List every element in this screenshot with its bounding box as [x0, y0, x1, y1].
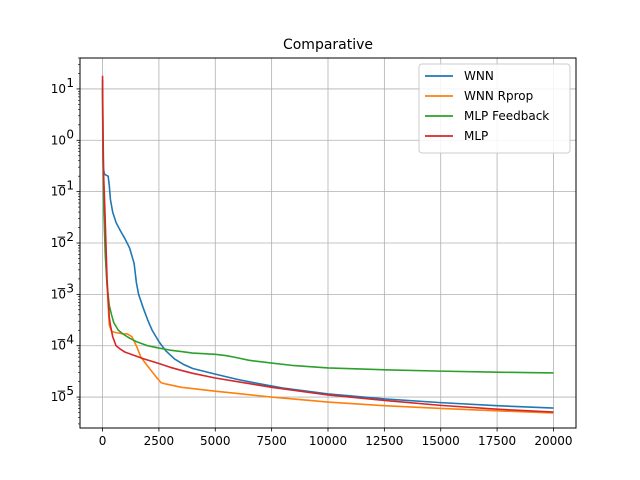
y-tick-exponent: −1 — [56, 179, 74, 193]
x-tick-label: 5000 — [200, 434, 231, 448]
y-tick-label: 10 — [51, 82, 66, 96]
x-tick-label: 17500 — [478, 434, 516, 448]
series-line-wnn — [101, 79, 554, 409]
legend-label-mlp-feedback: MLP Feedback — [464, 109, 549, 123]
y-tick-exponent: −2 — [56, 230, 74, 244]
x-tick-label: 7500 — [256, 434, 287, 448]
legend-label-mlp: MLP — [464, 129, 488, 143]
x-tick-label: 0 — [99, 434, 107, 448]
y-tick-exponent: −5 — [56, 384, 74, 398]
y-tick-label: 10 — [51, 287, 66, 301]
chart-title: Comparative — [283, 37, 373, 53]
y-tick-label: 10 — [51, 185, 66, 199]
x-tick-label: 10000 — [309, 434, 347, 448]
axis-layer: 0 2500 5000 7500 10000 12500 15000 17500 2000010… — [51, 57, 573, 448]
y-tick-exponent: 1 — [66, 76, 74, 90]
x-tick-label: 20000 — [534, 434, 572, 448]
y-tick-exponent: −3 — [56, 281, 74, 295]
legend-box — [418, 63, 571, 154]
legend: WNN WNN Rprop MLP Feedback MLP — [418, 63, 571, 154]
y-tick-label: 10 — [51, 236, 66, 250]
y-tick-exponent: 0 — [66, 127, 74, 141]
y-tick-label: 10 — [51, 390, 66, 404]
y-tick-label: 10 — [51, 339, 66, 353]
y-tick-exponent: −4 — [56, 333, 74, 347]
x-tick-label: 12500 — [365, 434, 403, 448]
x-tick-label: 2500 — [144, 434, 175, 448]
series-line-mlp — [101, 75, 554, 413]
series-layer — [101, 75, 554, 414]
legend-label-wnn-rprop: WNN Rprop — [464, 89, 533, 103]
legend-label-wnn: WNN — [464, 69, 494, 83]
y-tick-label: 10 — [51, 133, 66, 147]
x-tick-label: 15000 — [422, 434, 460, 448]
